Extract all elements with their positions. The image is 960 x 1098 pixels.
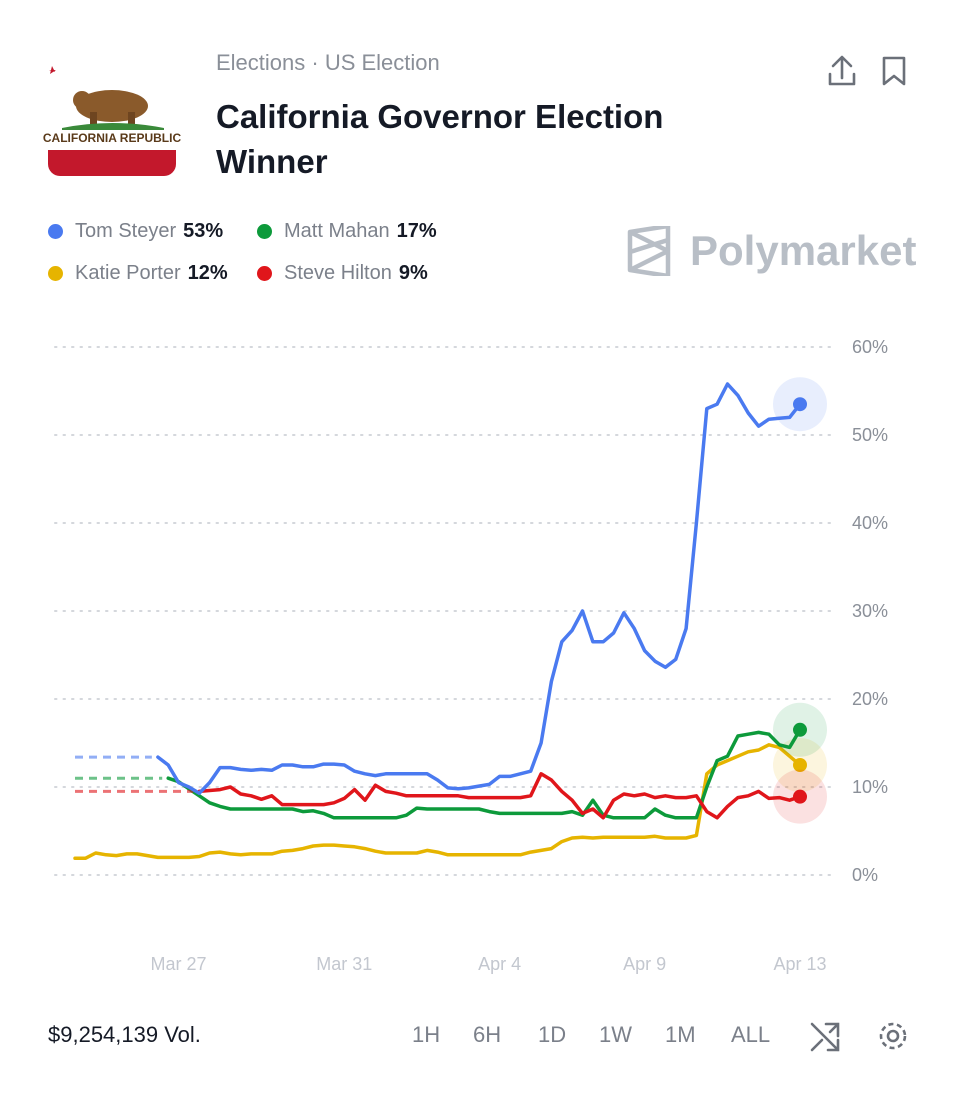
y-tick-label: 10% (852, 777, 888, 797)
legend-dot (48, 266, 63, 281)
y-tick-label: 0% (852, 865, 878, 885)
brand-mark (627, 226, 671, 276)
end-dot (793, 789, 807, 804)
legend-dot (257, 266, 272, 281)
end-dot (793, 758, 807, 772)
volume: $9,254,139 Vol. (48, 1022, 201, 1047)
end-dot (793, 722, 807, 737)
series-line (156, 382, 802, 795)
range-button[interactable]: 1M (665, 1022, 696, 1047)
series-line (166, 728, 802, 820)
brand-name: Polymarket (690, 227, 917, 274)
legend-item: Matt Mahan 17% (257, 220, 437, 243)
series-line (73, 743, 802, 861)
legend-value: 53% (183, 220, 224, 242)
legend-item: Katie Porter 12% (48, 262, 228, 285)
flag-text: CALIFORNIA REPUBLIC (43, 131, 182, 145)
end-dot (793, 397, 807, 412)
x-tick-label: Apr 4 (478, 954, 521, 974)
legend-value: 12% (187, 262, 228, 284)
series-line (197, 772, 802, 820)
x-tick-label: Apr 9 (623, 954, 666, 974)
range-button[interactable]: 1H (412, 1022, 441, 1047)
legend-dot (48, 224, 63, 239)
breadcrumb[interactable]: Elections · US Election (216, 50, 440, 75)
share-icon[interactable] (828, 55, 856, 86)
y-tick-label: 30% (852, 601, 888, 621)
y-tick-label: 60% (852, 337, 888, 357)
range-button[interactable]: ALL (731, 1022, 771, 1047)
brand-logo: Polymarket (626, 226, 916, 276)
x-tick-label: Apr 13 (773, 954, 826, 974)
legend-item: Steve Hilton 9% (257, 262, 428, 285)
range-button[interactable]: 1W (599, 1022, 632, 1047)
legend-value: 9% (398, 262, 428, 284)
x-tick-label: Mar 31 (316, 954, 372, 974)
legend-name: Steve Hilton (284, 262, 392, 284)
y-tick-label: 50% (852, 425, 888, 445)
market-title: California Governor Election Winner (216, 98, 664, 180)
legend-name: Tom Steyer (75, 220, 177, 242)
settings-icon[interactable] (879, 1022, 907, 1050)
legend-value: 17% (396, 220, 437, 242)
shuffle-icon[interactable] (810, 1022, 840, 1052)
bookmark-icon[interactable] (882, 56, 906, 86)
legend-dot (257, 224, 272, 239)
range-button[interactable]: 6H (473, 1022, 502, 1047)
range-button[interactable]: 1D (538, 1022, 567, 1047)
flag: CALIFORNIA REPUBLIC (43, 66, 182, 176)
y-tick-label: 40% (852, 513, 888, 533)
legend-name: Katie Porter (75, 262, 181, 284)
y-tick-label: 20% (852, 689, 888, 709)
x-tick-label: Mar 27 (151, 954, 207, 974)
legend-item: Tom Steyer 53% (48, 220, 223, 243)
legend-name: Matt Mahan (284, 220, 390, 242)
